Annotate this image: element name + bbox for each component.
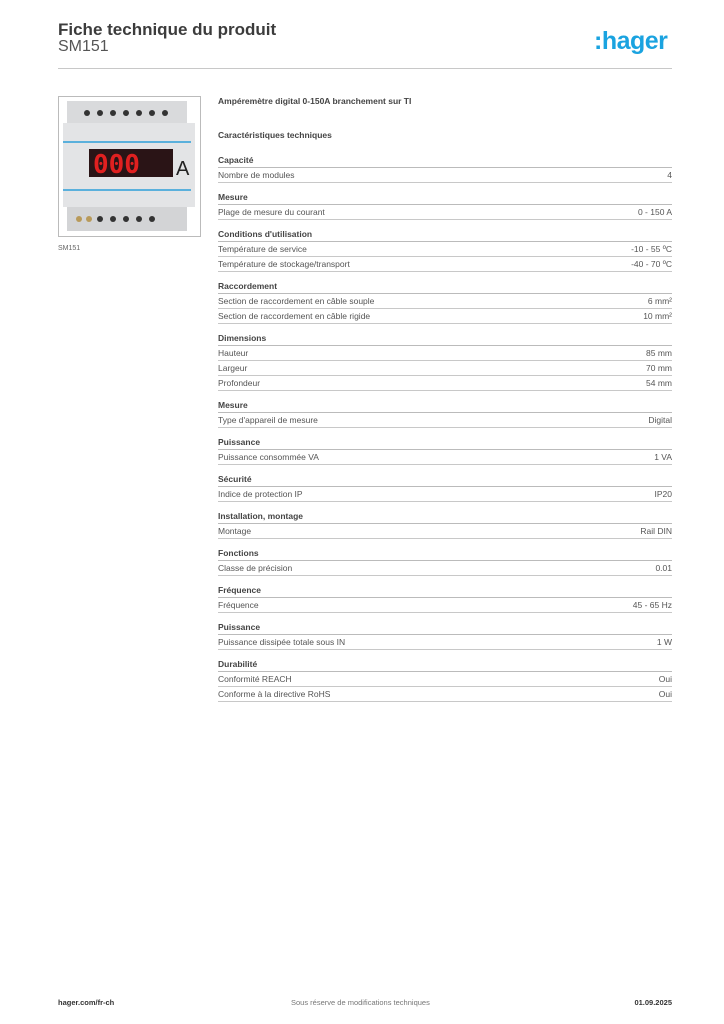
spec-row: Puissance consommée VA 1 VA xyxy=(218,450,672,465)
spec-label: Indice de protection IP xyxy=(218,489,303,499)
spec-row: Puissance dissipée totale sous IN 1 W xyxy=(218,635,672,650)
spec-value: 45 - 65 Hz xyxy=(632,600,672,610)
spec-row: Section de raccordement en câble rigide 1… xyxy=(218,309,672,324)
spec-section: Installation, montage Montage Rail DIN xyxy=(218,510,672,539)
spec-label: Type d'appareil de mesure xyxy=(218,415,318,425)
spec-value: -40 - 70 ºC xyxy=(631,259,672,269)
spec-row: Largeur 70 mm xyxy=(218,361,672,376)
section-heading: Puissance xyxy=(218,436,672,450)
section-heading: Capacité xyxy=(218,154,672,168)
spec-section: Capacité Nombre de modules 4 xyxy=(218,154,672,183)
spec-label: Largeur xyxy=(218,363,248,373)
page-title: Fiche technique du produit xyxy=(58,20,277,39)
spec-value: 85 mm xyxy=(646,348,672,358)
footer-disclaimer: Sous réserve de modifications techniques xyxy=(291,998,430,1007)
spec-label: Température de service xyxy=(218,244,307,254)
spec-sections: Capacité Nombre de modules 4 Mesure Plage de… xyxy=(218,154,672,702)
spec-value: Oui xyxy=(658,674,672,684)
spec-label: Température de stockage/transport xyxy=(218,259,350,269)
spec-label: Conforme à la directive RoHS xyxy=(218,689,331,699)
spec-value: 4 xyxy=(667,170,672,180)
spec-label: Puissance consommée VA xyxy=(218,452,319,462)
spec-label: Section de raccordement en câble souple xyxy=(218,296,375,306)
product-description: Ampéremètre digital 0-150A branchement s… xyxy=(218,96,412,106)
section-heading: Durabilité xyxy=(218,658,672,672)
spec-label: Nombre de modules xyxy=(218,170,295,180)
spec-value: -10 - 55 ºC xyxy=(631,244,672,254)
spec-value: IP20 xyxy=(654,489,673,499)
spec-section: Mesure Plage de mesure du courant 0 - 150 … xyxy=(218,191,672,220)
spec-value: Oui xyxy=(658,689,672,699)
display-digits: 000 xyxy=(93,150,140,180)
section-heading: Mesure xyxy=(218,191,672,205)
spec-section: Raccordement Section de raccordement en c… xyxy=(218,280,672,324)
spec-label: Hauteur xyxy=(218,348,249,358)
header-divider xyxy=(58,68,672,69)
ammeter-device-illustration: 000 A xyxy=(63,101,195,231)
spec-value: Digital xyxy=(648,415,672,425)
spec-row: Nombre de modules 4 xyxy=(218,168,672,183)
spec-row: Conforme à la directive RoHS Oui xyxy=(218,687,672,702)
section-heading: Dimensions xyxy=(218,332,672,346)
spec-value: 54 mm xyxy=(646,378,672,388)
spec-row: Conformité REACH Oui xyxy=(218,672,672,687)
spec-section: Fréquence Fréquence 45 - 65 Hz xyxy=(218,584,672,613)
spec-row: Température de service -10 - 55 ºC xyxy=(218,242,672,257)
spec-section: Conditions d'utilisation Température de s… xyxy=(218,228,672,272)
footer-date: 01.09.2025 xyxy=(634,998,672,1007)
specifications: Ampéremètre digital 0-150A branchement s… xyxy=(218,96,672,702)
section-heading: Raccordement xyxy=(218,280,672,294)
spec-value: 1 VA xyxy=(654,452,672,462)
product-image: 000 A xyxy=(58,96,201,237)
spec-label: Montage xyxy=(218,526,252,536)
display-unit: A xyxy=(176,158,190,180)
spec-row: Section de raccordement en câble souple 6… xyxy=(218,294,672,309)
characteristics-title: Caractéristiques techniques xyxy=(218,130,332,140)
spec-section: Fonctions Classe de précision 0.01 xyxy=(218,547,672,576)
section-heading: Sécurité xyxy=(218,473,672,487)
spec-row: Fréquence 45 - 65 Hz xyxy=(218,598,672,613)
spec-row: Profondeur 54 mm xyxy=(218,376,672,391)
section-heading: Fonctions xyxy=(218,547,672,561)
spec-section: Durabilité Conformité REACH Oui Conforme à … xyxy=(218,658,672,702)
image-caption: SM151 xyxy=(58,245,81,252)
footer-website[interactable]: hager.com/fr-ch xyxy=(58,998,115,1007)
spec-value: 6 mm² xyxy=(647,296,672,306)
section-heading: Installation, montage xyxy=(218,510,672,524)
spec-label: Classe de précision xyxy=(218,563,293,573)
section-heading: Conditions d'utilisation xyxy=(218,228,672,242)
spec-row: Hauteur 85 mm xyxy=(218,346,672,361)
spec-label: Conformité REACH xyxy=(218,674,292,684)
spec-label: Plage de mesure du courant xyxy=(218,207,325,217)
spec-row: Type d'appareil de mesure Digital xyxy=(218,413,672,428)
spec-row: Montage Rail DIN xyxy=(218,524,672,539)
spec-value: 0.01 xyxy=(655,563,672,573)
spec-row: Indice de protection IP IP20 xyxy=(218,487,672,502)
section-heading: Fréquence xyxy=(218,584,672,598)
spec-value: 0 - 150 A xyxy=(637,207,672,217)
spec-section: Puissance Puissance dissipée totale sous … xyxy=(218,621,672,650)
spec-row: Plage de mesure du courant 0 - 150 A xyxy=(218,205,672,220)
spec-label: Section de raccordement en câble rigide xyxy=(218,311,371,321)
spec-section: Dimensions Hauteur 85 mm Largeur 70 mm Profon… xyxy=(218,332,672,391)
spec-section: Puissance Puissance consommée VA 1 VA xyxy=(218,436,672,465)
section-heading: Mesure xyxy=(218,399,672,413)
product-reference: SM151 xyxy=(58,38,109,55)
spec-section: Mesure Type d'appareil de mesure Digital xyxy=(218,399,672,428)
spec-value: 1 W xyxy=(656,637,672,647)
spec-label: Profondeur xyxy=(218,378,261,388)
spec-row: Classe de précision 0.01 xyxy=(218,561,672,576)
spec-value: 70 mm xyxy=(646,363,672,373)
hager-logo: :hager xyxy=(594,27,668,55)
spec-label: Puissance dissipée totale sous IN xyxy=(218,637,346,647)
section-heading: Puissance xyxy=(218,621,672,635)
spec-section: Sécurité Indice de protection IP IP20 xyxy=(218,473,672,502)
spec-value: Rail DIN xyxy=(640,526,672,536)
spec-label: Fréquence xyxy=(218,600,259,610)
spec-row: Température de stockage/transport -40 - 7… xyxy=(218,257,672,272)
spec-value: 10 mm² xyxy=(643,311,672,321)
